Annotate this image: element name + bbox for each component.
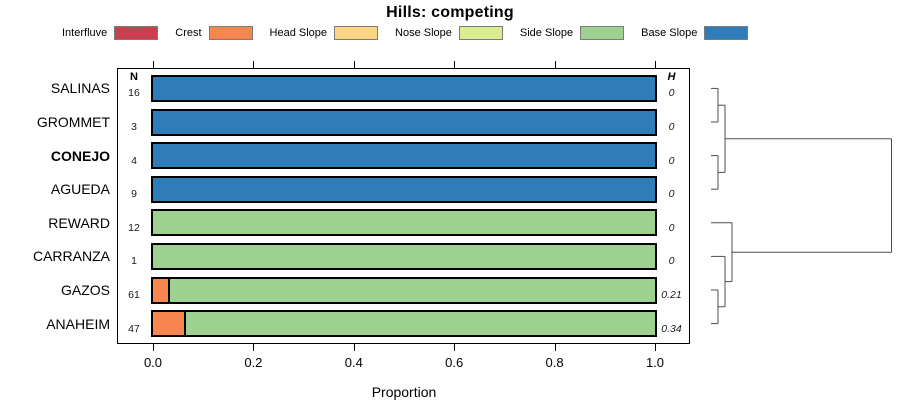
legend-label-head-slope: Head Slope xyxy=(269,27,328,39)
h-value-carranza: 0 xyxy=(668,255,675,268)
legend-swatch-base-slope xyxy=(704,26,749,40)
chart-title: Hills: competing xyxy=(386,4,514,21)
x-tick-top xyxy=(554,61,556,68)
legend-label-interfluve: Interfluve xyxy=(62,27,108,39)
x-tick-top xyxy=(454,61,456,68)
bar-gazos xyxy=(151,276,657,304)
bar-reward xyxy=(151,209,657,237)
row-label-agueda: AGUEDA xyxy=(50,181,110,198)
n-column-header: N xyxy=(130,71,138,83)
x-tick-label: 0.0 xyxy=(143,355,163,370)
row-label-gazos: GAZOS xyxy=(60,282,110,298)
x-tick-top xyxy=(353,61,355,68)
bar-salinas xyxy=(151,74,657,102)
n-value-gazos: 61 xyxy=(128,289,140,301)
bar-grommet xyxy=(151,108,657,136)
legend-item-nose-slope: Nose Slope xyxy=(395,26,503,40)
h-value-conejo: 0 xyxy=(668,154,675,167)
legend-item-side-slope: Side Slope xyxy=(519,26,625,40)
legend-label-crest: Crest xyxy=(175,27,202,39)
row-label-carranza: CARRANZA xyxy=(32,248,110,265)
h-value-grommet: 0 xyxy=(668,121,675,133)
n-value-grommet: 3 xyxy=(131,121,137,133)
row-label-reward: REWARD xyxy=(48,214,110,231)
bar-segment-carranza-side-slope xyxy=(153,244,655,268)
n-value-anaheim: 47 xyxy=(128,322,140,335)
x-tick-bottom xyxy=(454,344,456,351)
h-value-gazos: 0.21 xyxy=(661,289,682,301)
n-value-agueda: 9 xyxy=(131,188,137,201)
legend-label-base-slope: Base Slope xyxy=(641,27,698,39)
bar-agueda xyxy=(151,175,657,203)
legend-swatch-head-slope xyxy=(334,26,379,40)
legend-item-crest: Crest xyxy=(175,26,253,40)
x-tick-label: 1.0 xyxy=(645,355,665,370)
x-tick-label: 0.8 xyxy=(545,355,564,370)
legend-item-head-slope: Head Slope xyxy=(270,26,379,40)
bar-conejo xyxy=(151,142,657,170)
h-value-salinas: 0 xyxy=(668,87,675,100)
n-value-salinas: 16 xyxy=(128,87,140,100)
x-tick-top xyxy=(655,61,656,68)
h-column-header: H xyxy=(667,71,676,83)
x-tick-top xyxy=(153,61,154,68)
row-label-anaheim: ANAHEIM xyxy=(46,315,110,332)
legend: Interfluve Crest Head Slope Nose Slope Side … xyxy=(62,25,749,41)
x-tick-bottom xyxy=(353,344,355,351)
bar-segment-anaheim-crest xyxy=(153,312,186,336)
bar-segment-grommet-base-slope xyxy=(153,110,655,134)
legend-swatch-interfluve xyxy=(114,26,159,40)
bar-segment-gazos-crest xyxy=(153,278,170,302)
row-label-salinas: SALINAS xyxy=(50,80,110,97)
n-value-carranza: 1 xyxy=(131,255,137,268)
x-tick-bottom xyxy=(554,344,556,351)
legend-label-side-slope: Side Slope xyxy=(519,27,574,39)
bar-segment-agueda-base-slope xyxy=(153,177,655,201)
x-tick-label: 0.2 xyxy=(244,355,263,370)
n-value-conejo: 4 xyxy=(131,154,137,167)
legend-swatch-side-slope xyxy=(580,26,625,40)
legend-label-nose-slope: Nose Slope xyxy=(395,27,452,39)
bar-segment-salinas-base-slope xyxy=(153,76,655,100)
bar-segment-reward-side-slope xyxy=(153,211,655,235)
x-tick-bottom xyxy=(153,344,154,351)
row-label-conejo: CONEJO xyxy=(50,147,110,164)
legend-swatch-crest xyxy=(208,26,253,40)
row-label-grommet: GROMMET xyxy=(36,114,110,130)
x-tick-label: 0.4 xyxy=(344,355,363,370)
bar-segment-anaheim-side-slope xyxy=(185,312,655,336)
x-tick-label: 0.6 xyxy=(445,355,464,370)
bar-anaheim xyxy=(151,310,657,338)
h-value-agueda: 0 xyxy=(668,188,675,201)
x-tick-bottom xyxy=(253,344,255,351)
n-value-reward: 12 xyxy=(128,221,140,234)
h-value-anaheim: 0.34 xyxy=(661,322,682,335)
bar-carranza xyxy=(151,242,657,270)
bar-segment-conejo-base-slope xyxy=(153,144,655,168)
legend-item-interfluve: Interfluve xyxy=(62,26,159,40)
bar-segment-gazos-side-slope xyxy=(169,278,655,302)
x-tick-top xyxy=(253,61,255,68)
h-value-reward: 0 xyxy=(668,221,675,234)
legend-item-base-slope: Base Slope xyxy=(641,26,749,40)
x-tick-bottom xyxy=(655,344,656,351)
legend-swatch-nose-slope xyxy=(458,26,503,40)
x-axis-title: Proportion xyxy=(371,384,437,400)
